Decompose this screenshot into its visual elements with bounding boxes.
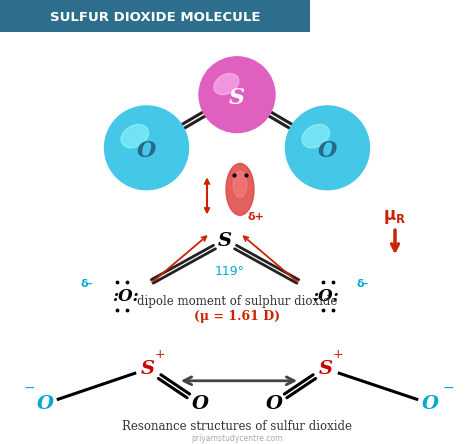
- Circle shape: [105, 106, 189, 190]
- Text: S: S: [141, 360, 155, 378]
- Text: δ-: δ-: [357, 279, 369, 289]
- Text: O: O: [318, 140, 337, 162]
- Text: +: +: [333, 349, 343, 361]
- Text: $\mathbf{\mu_R}$: $\mathbf{\mu_R}$: [383, 208, 407, 226]
- Circle shape: [285, 106, 369, 190]
- Text: O: O: [421, 395, 438, 413]
- Text: priyamstudycentre.com: priyamstudycentre.com: [191, 434, 283, 443]
- Bar: [0, 0, 310, 32]
- Text: SULFUR DIOXIDE MOLECULE: SULFUR DIOXIDE MOLECULE: [50, 12, 260, 24]
- Text: −: −: [442, 381, 454, 395]
- Text: O: O: [36, 395, 54, 413]
- Text: 119°: 119°: [215, 265, 245, 278]
- Text: δ-: δ-: [81, 279, 93, 289]
- Ellipse shape: [233, 171, 247, 198]
- Circle shape: [199, 57, 275, 133]
- Text: S: S: [319, 360, 333, 378]
- Text: δ+: δ+: [247, 212, 264, 222]
- Ellipse shape: [302, 124, 329, 148]
- Text: O: O: [191, 395, 209, 413]
- Text: O: O: [137, 140, 156, 162]
- Text: Resonance structures of sulfur dioxide: Resonance structures of sulfur dioxide: [122, 420, 352, 433]
- Ellipse shape: [226, 163, 254, 215]
- Text: S: S: [218, 232, 232, 250]
- Text: :O:: :O:: [311, 288, 338, 305]
- Text: O: O: [265, 395, 283, 413]
- Text: −: −: [23, 381, 35, 395]
- Ellipse shape: [121, 124, 148, 148]
- Ellipse shape: [214, 74, 239, 95]
- Text: +: +: [155, 349, 165, 361]
- Text: :O:: :O:: [111, 288, 138, 305]
- Text: (μ = 1.61 D): (μ = 1.61 D): [194, 310, 280, 324]
- Text: S: S: [229, 87, 245, 109]
- Text: dipole moment of sulphur dioxide: dipole moment of sulphur dioxide: [137, 294, 337, 308]
